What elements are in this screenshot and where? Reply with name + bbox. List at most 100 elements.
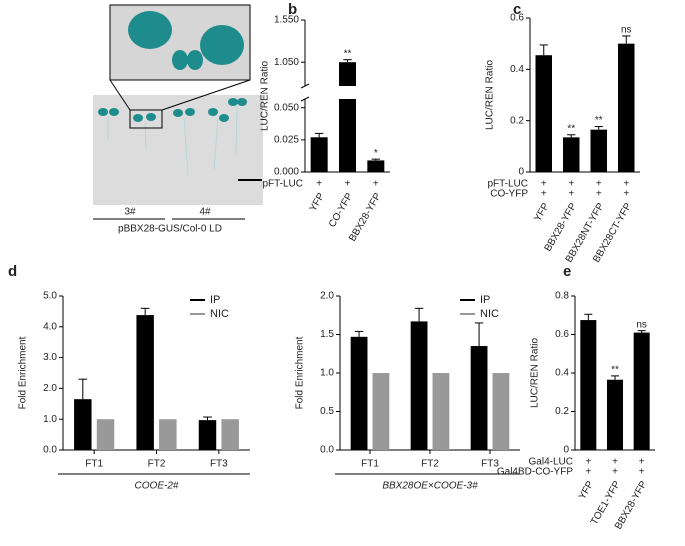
condition-mark: + xyxy=(373,179,379,190)
y-tick-label: 0.2 xyxy=(555,406,569,417)
x-tick-label: FT1 xyxy=(361,459,379,470)
x-tick-label: CO-YFP xyxy=(327,191,356,230)
break-mark xyxy=(300,96,310,102)
x-tick-label: YFP xyxy=(577,479,596,502)
legend-label: NIC xyxy=(480,308,499,320)
bar xyxy=(74,399,92,450)
bar xyxy=(580,320,597,450)
y-tick-label: 0.4 xyxy=(510,64,524,75)
condition-mark: + xyxy=(623,189,629,200)
y-tick-label: 0.8 xyxy=(555,291,569,302)
bar xyxy=(590,129,607,172)
y-axis-label: Fold Enrichment xyxy=(18,336,29,409)
significance: ** xyxy=(611,365,619,376)
y-tick-label: 0 xyxy=(563,445,569,456)
condition-mark: + xyxy=(541,189,547,200)
break-mark xyxy=(300,83,310,89)
condition-mark: + xyxy=(568,179,574,190)
significance: ** xyxy=(595,115,603,126)
bar xyxy=(136,315,154,450)
panel-label: b xyxy=(288,1,297,18)
y-axis-label: Fold Enrichment xyxy=(295,336,306,409)
y-tick-label: 0.2 xyxy=(510,115,524,126)
line-label: 3# xyxy=(124,207,136,218)
x-tick-label: YFP xyxy=(532,201,551,224)
y-tick-label: 0.050 xyxy=(274,102,299,113)
x-tick-label: FT2 xyxy=(148,459,166,470)
y-tick-label: 1.5 xyxy=(320,329,334,340)
zoom-line xyxy=(109,79,131,111)
zoom-box xyxy=(129,109,163,129)
bar xyxy=(535,55,552,172)
y-tick-label: 1.0 xyxy=(320,368,334,379)
condition-mark: + xyxy=(541,179,547,190)
y-axis-label: LUC/REN Ratio xyxy=(485,60,496,130)
y-tick-label: 1.550 xyxy=(274,15,299,26)
condition-mark: + xyxy=(612,457,618,468)
bar xyxy=(618,43,635,172)
bar xyxy=(633,332,650,450)
x-tick-label: FT3 xyxy=(481,459,499,470)
bar xyxy=(198,420,217,450)
panel-label: c xyxy=(513,1,521,18)
condition-mark: + xyxy=(316,179,322,190)
bar xyxy=(492,373,510,450)
y-tick-label: 0.5 xyxy=(320,406,334,417)
significance: ns xyxy=(636,319,647,330)
y-tick-label: 2.0 xyxy=(43,383,57,394)
bar xyxy=(339,62,356,172)
bar xyxy=(470,346,488,450)
y-tick-label: 0.6 xyxy=(510,13,524,24)
condition-mark: + xyxy=(596,189,602,200)
legend-label: IP xyxy=(480,294,490,306)
y-tick-label: 1.0 xyxy=(43,414,57,425)
condition-mark: + xyxy=(623,179,629,190)
condition-label: pFT-LUC xyxy=(262,179,303,190)
x-axis-label: COOE-2# xyxy=(135,481,179,492)
x-tick-label: YFP xyxy=(308,191,327,214)
seedlings xyxy=(98,98,247,122)
y-axis-label: LUC/REN Ratio xyxy=(260,61,271,131)
condition-label: pFT-LUC xyxy=(487,179,528,190)
bar xyxy=(432,373,450,450)
y-tick-label: 2.0 xyxy=(320,291,334,302)
bar xyxy=(563,137,580,172)
y-axis-label: LUC/REN Ratio xyxy=(530,338,541,408)
condition-mark: + xyxy=(612,467,618,478)
condition-mark: + xyxy=(568,189,574,200)
condition-mark: + xyxy=(639,467,645,478)
significance: * xyxy=(374,148,378,159)
y-tick-label: 0 xyxy=(518,167,524,178)
significance: ** xyxy=(344,48,352,59)
panel-label: e xyxy=(563,263,571,280)
y-tick-label: 0.0 xyxy=(320,445,334,456)
bar xyxy=(96,419,115,450)
bar xyxy=(221,419,239,450)
y-tick-label: 5.0 xyxy=(43,291,57,302)
significance: ** xyxy=(567,123,575,134)
bar xyxy=(367,160,385,172)
bar xyxy=(607,379,623,450)
x-axis-label: BBX28OE×COOE-3# xyxy=(382,481,478,492)
y-tick-label: 4.0 xyxy=(43,321,57,332)
x-tick-label: FT2 xyxy=(421,459,439,470)
bar xyxy=(372,373,390,450)
x-tick-label: FT3 xyxy=(210,459,228,470)
y-tick-label: 0.6 xyxy=(555,329,569,340)
y-tick-label: 0.4 xyxy=(555,368,569,379)
y-tick-label: 3.0 xyxy=(43,352,57,363)
y-tick-label: 0.0 xyxy=(43,445,57,456)
condition-label: Gal4-LUC xyxy=(529,457,573,468)
condition-mark: + xyxy=(639,457,645,468)
inset-leaves xyxy=(128,11,244,70)
caption: pBBX28-GUS/Col-0 LD xyxy=(118,224,222,235)
significance: ns xyxy=(621,25,632,36)
condition-mark: + xyxy=(585,457,591,468)
legend-label: IP xyxy=(210,294,220,306)
line-label: 4# xyxy=(199,207,211,218)
roots xyxy=(107,105,238,176)
condition-label: CO-YFP xyxy=(490,189,528,200)
bar xyxy=(350,336,368,450)
legend-label: NIC xyxy=(210,308,229,320)
